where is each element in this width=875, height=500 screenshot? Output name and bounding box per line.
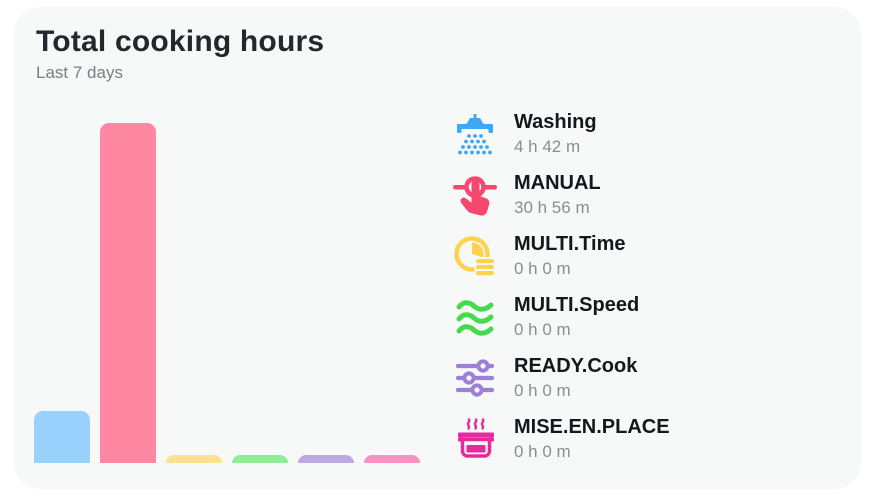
date-range-subtitle: Last 7 days	[36, 63, 123, 82]
legend-item-ready-cook[interactable]: READY.Cook 0 h 0 m	[452, 355, 670, 401]
legend-item-multi-speed[interactable]: MULTI.Speed 0 h 0 m	[452, 294, 670, 340]
legend-value: 0 h 0 m	[514, 259, 571, 279]
legend-value: 0 h 0 m	[514, 381, 571, 401]
speed-waves-icon	[452, 294, 498, 340]
bar-multi-speed[interactable]	[232, 455, 288, 463]
page-title: Total cooking hours	[36, 25, 325, 58]
touch-hand-icon	[452, 172, 498, 218]
legend-label: MULTI.Time	[514, 233, 626, 256]
legend-item-washing[interactable]: Washing 4 h 42 m	[452, 111, 670, 157]
legend-label: MISE.EN.PLACE	[514, 416, 670, 439]
legend-value: 0 h 0 m	[514, 320, 571, 340]
legend-label: READY.Cook	[514, 355, 638, 378]
legend-value: 4 h 42 m	[514, 137, 581, 157]
sliders-icon	[452, 355, 498, 401]
legend-item-multi-time[interactable]: MULTI.Time 0 h 0 m	[452, 233, 670, 279]
legend-label: MANUAL	[514, 172, 601, 195]
legend-value: 30 h 56 m	[514, 198, 590, 218]
legend-label: MULTI.Speed	[514, 294, 640, 317]
shower-icon	[452, 111, 498, 157]
legend-item-manual[interactable]: MANUAL 30 h 56 m	[452, 172, 670, 218]
bar-ready-cook[interactable]	[298, 455, 354, 463]
steaming-pot-icon	[452, 416, 498, 462]
legend-value: 0 h 0 m	[514, 442, 571, 462]
bar-chart	[34, 123, 420, 463]
bar-washing[interactable]	[34, 411, 90, 463]
legend-item-mise-en-place[interactable]: MISE.EN.PLACE 0 h 0 m	[452, 416, 670, 462]
chart-legend: Washing 4 h 42 m MANUAL 30 h 56 m	[452, 111, 670, 462]
total-cooking-hours-card: Total cooking hours Last 7 days	[14, 7, 861, 489]
bar-mise-en-place[interactable]	[364, 455, 420, 463]
card-header: Total cooking hours Last 7 days	[36, 25, 324, 83]
timer-pie-icon	[452, 233, 498, 279]
bar-manual[interactable]	[100, 123, 156, 463]
legend-label: Washing	[514, 111, 597, 134]
bar-multi-time[interactable]	[166, 455, 222, 463]
